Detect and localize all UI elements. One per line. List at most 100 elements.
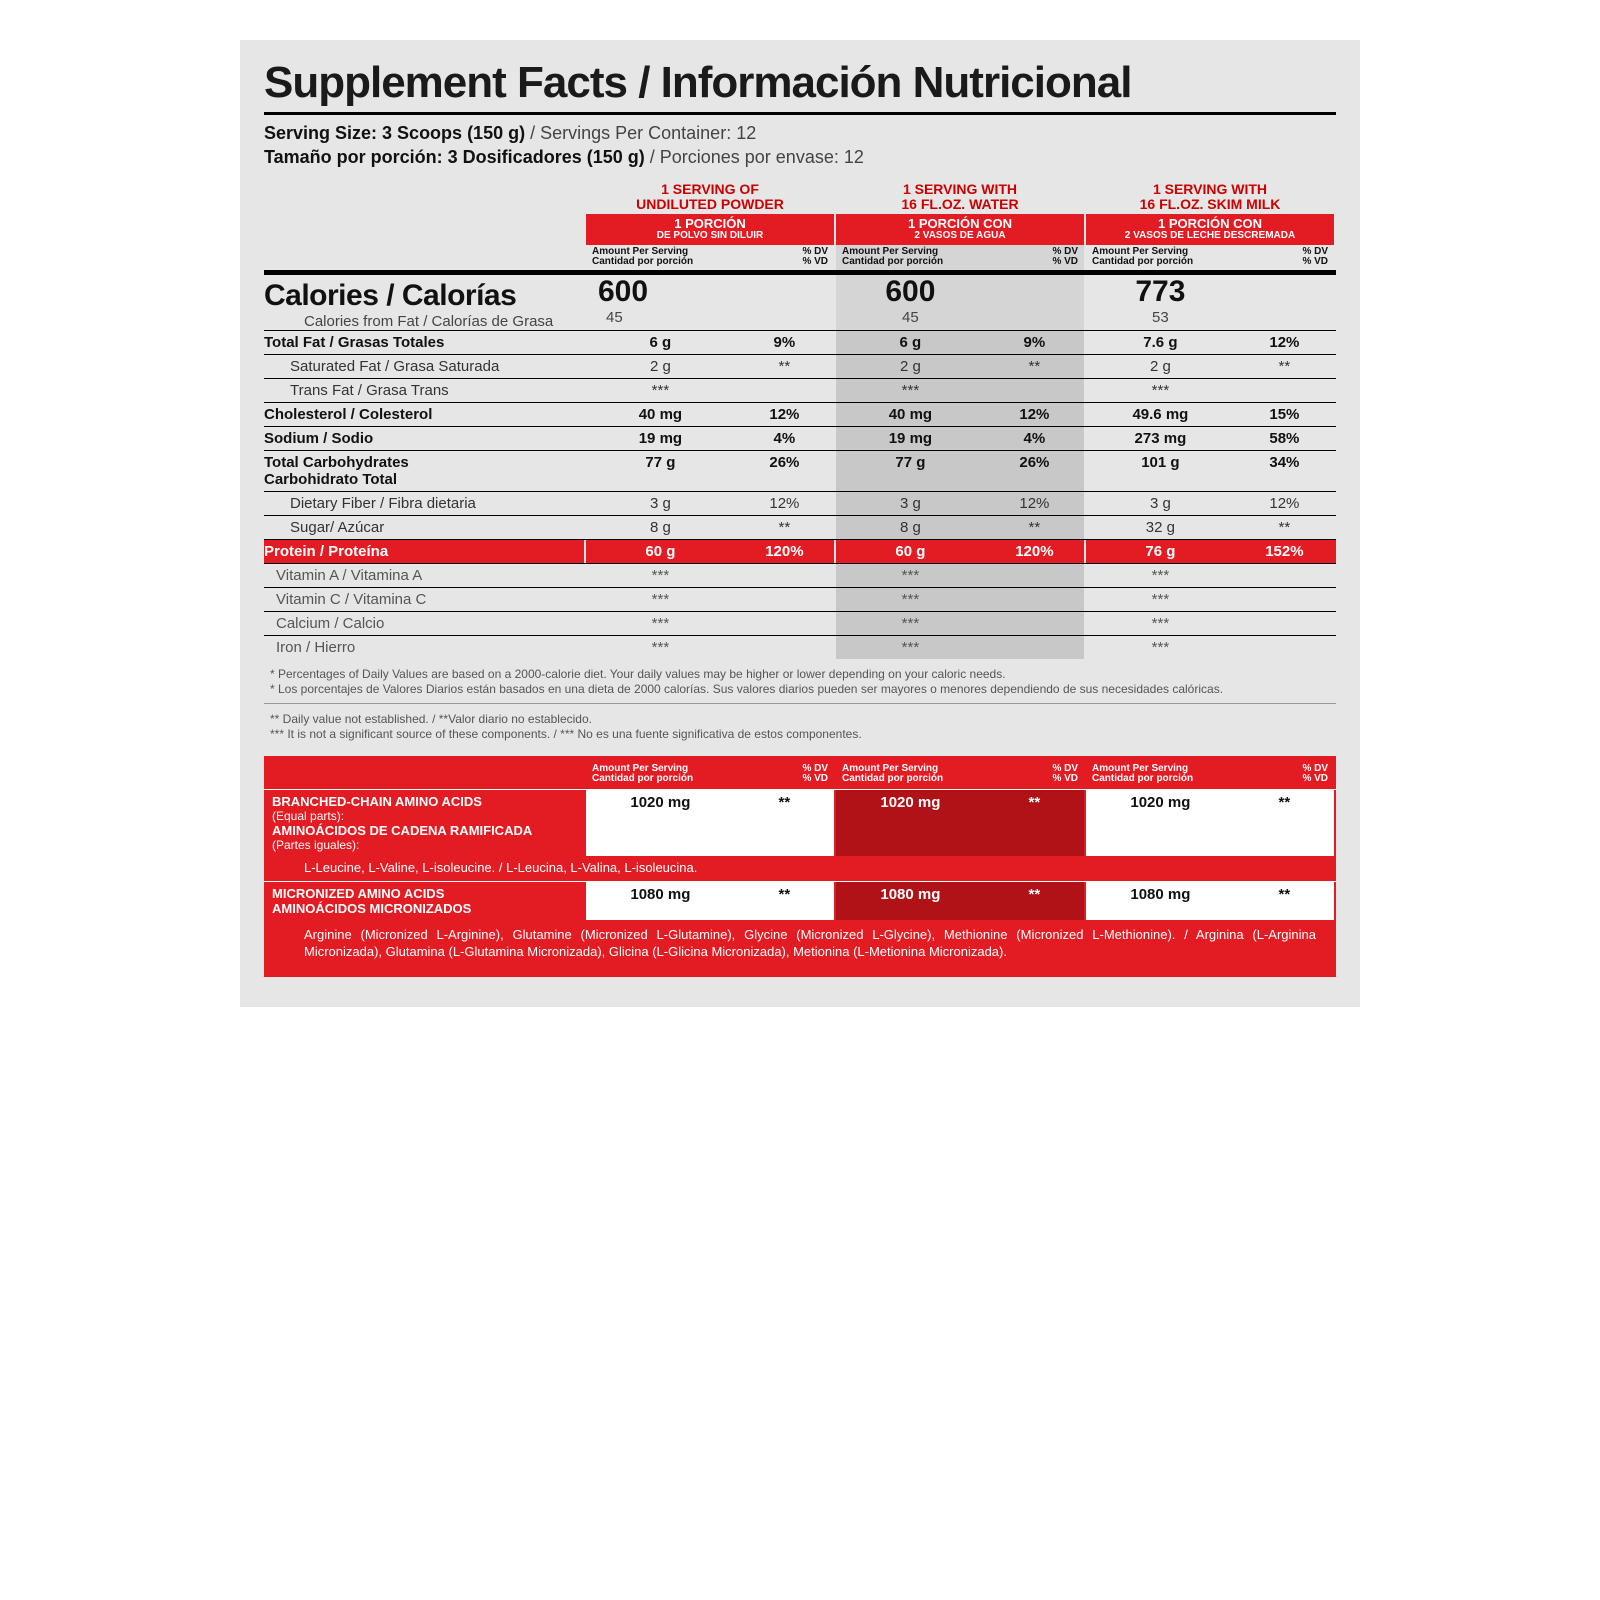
nutrient-amount: 60 g (836, 540, 985, 563)
nutrient-amount: 6 g (836, 331, 985, 354)
nutrient-dv (735, 612, 834, 635)
nutrient-dv (735, 588, 834, 611)
calories-val-0: 600 (586, 275, 735, 309)
nutrient-dv: 9% (985, 331, 1084, 354)
nutrient-dv: ** (1235, 355, 1334, 378)
nutrient-row: Total Carbohydrates Carbohidrato Total77… (264, 450, 1336, 491)
nutrient-amount: 2 g (836, 355, 985, 378)
nutrient-label: Total Fat / Grasas Totales (264, 331, 584, 354)
nutrient-label: Calcium / Calcio (264, 612, 584, 635)
nutrient-amount: *** (1086, 379, 1235, 402)
col-head-es-row: 1 PORCIÓNDE POLVO SIN DILUIR 1 PORCIÓN C… (264, 214, 1336, 244)
nutrient-amount: 3 g (586, 492, 735, 515)
nutrient-amount: 3 g (836, 492, 985, 515)
supplement-facts-panel: Supplement Facts / Información Nutricion… (240, 40, 1360, 1007)
nutrient-dv: 12% (985, 403, 1084, 426)
nutrient-dv (735, 636, 834, 659)
nutrient-dv: 12% (985, 492, 1084, 515)
amino-detail: Arginine (Micronized L-Arginine), Glutam… (264, 920, 1336, 963)
nutrient-amount: *** (1086, 636, 1235, 659)
nutrient-dv: 12% (735, 403, 834, 426)
nutrient-amount: 40 mg (836, 403, 985, 426)
col1-head-en: 1 SERVING WITH16 FL.OZ. WATER (836, 178, 1084, 215)
nutrient-row: Saturated Fat / Grasa Saturada2 g**2 g**… (264, 354, 1336, 378)
amino-col0-head: Amount Per Serving% DVCantidad por porci… (586, 756, 834, 789)
nutrient-dv: 12% (1235, 331, 1334, 354)
nutrient-amount: 77 g (836, 451, 985, 491)
col-subhead-row: Amount Per Serving% DVCantidad por porci… (264, 245, 1336, 270)
nutrient-amount: 49.6 mg (1086, 403, 1235, 426)
col0-head-en: 1 SERVING OFUNDILUTED POWDER (586, 178, 834, 215)
nutrient-dv: ** (985, 516, 1084, 539)
amino-amount: 1080 mg (586, 882, 735, 920)
nutrient-dv: ** (735, 355, 834, 378)
footnote-asterisks: ** Daily value not established. / **Valo… (264, 703, 1336, 742)
nutrient-dv: 120% (985, 540, 1084, 563)
calories-fat-val-2: 53 (1086, 309, 1235, 326)
panel-title: Supplement Facts / Información Nutricion… (264, 58, 1336, 115)
nutrient-amount: 8 g (836, 516, 985, 539)
nutrient-amount: 101 g (1086, 451, 1235, 491)
nutrient-dv (985, 379, 1084, 402)
nutrient-dv: 4% (985, 427, 1084, 450)
nutrient-dv: 4% (735, 427, 834, 450)
amino-col2-head: Amount Per Serving% DVCantidad por porci… (1086, 756, 1334, 789)
nutrient-row: Sodium / Sodio19 mg4%19 mg4%273 mg58% (264, 426, 1336, 450)
nutrient-amount: 273 mg (1086, 427, 1235, 450)
nutrient-dv (735, 379, 834, 402)
nutrient-amount: 3 g (1086, 492, 1235, 515)
nutrient-amount: 19 mg (836, 427, 985, 450)
facts-grid: 1 SERVING OFUNDILUTED POWDER 1 SERVING W… (264, 178, 1336, 659)
nutrient-label: Dietary Fiber / Fibra dietaria (264, 492, 584, 515)
calories-fat-val-1: 45 (836, 309, 985, 326)
nutrient-dv: 26% (735, 451, 834, 491)
calories-val-2: 773 (1086, 275, 1235, 309)
nutrient-dv (735, 564, 834, 587)
amino-dv: ** (985, 790, 1084, 856)
nutrient-label: Sugar/ Azúcar (264, 516, 584, 539)
nutrient-amount: 2 g (1086, 355, 1235, 378)
nutrient-label: Cholesterol / Colesterol (264, 403, 584, 426)
calories-fat-val-0: 45 (586, 309, 735, 326)
nutrient-label: Saturated Fat / Grasa Saturada (264, 355, 584, 378)
nutrient-label: Iron / Hierro (264, 636, 584, 659)
nutrient-amount: *** (1086, 588, 1235, 611)
nutrient-dv (1235, 564, 1334, 587)
nutrient-amount: *** (836, 564, 985, 587)
amino-amount: 1020 mg (586, 790, 735, 856)
nutrient-dv (1235, 588, 1334, 611)
nutrient-dv: 12% (735, 492, 834, 515)
nutrient-dv (985, 636, 1084, 659)
amino-dv: ** (1235, 882, 1334, 920)
nutrient-row: Trans Fat / Grasa Trans********* (264, 378, 1336, 402)
serving-en-bold: Serving Size: 3 Scoops (150 g) (264, 123, 525, 143)
nutrient-dv: 58% (1235, 427, 1334, 450)
nutrient-label: Protein / Proteína (264, 540, 584, 563)
nutrient-row: Vitamin A / Vitamina A********* (264, 563, 1336, 587)
nutrient-row: Iron / Hierro********* (264, 635, 1336, 659)
nutrient-amount: 77 g (586, 451, 735, 491)
nutrient-label: Total Carbohydrates Carbohidrato Total (264, 451, 584, 491)
nutrient-amount: *** (586, 564, 735, 587)
nutrient-label: Vitamin A / Vitamina A (264, 564, 584, 587)
nutrient-amount: 6 g (586, 331, 735, 354)
amino-amount: 1080 mg (836, 882, 985, 920)
nutrient-amount: *** (1086, 564, 1235, 587)
calories-label: Calories / Calorías (264, 279, 584, 313)
nutrient-dv: ** (985, 355, 1084, 378)
nutrient-amount: 76 g (1086, 540, 1235, 563)
col1-head-es: 1 PORCIÓN CON2 VASOS DE AGUA (836, 214, 1084, 244)
nutrient-amount: *** (586, 588, 735, 611)
serving-es-bold: Tamaño por porción: 3 Dosificadores (150… (264, 147, 645, 167)
footnote-dv: * Percentages of Daily Values are based … (264, 659, 1336, 697)
calories-val-1: 600 (836, 275, 985, 309)
nutrient-amount: *** (586, 379, 735, 402)
nutrient-amount: 8 g (586, 516, 735, 539)
col0-head-es: 1 PORCIÓNDE POLVO SIN DILUIR (586, 214, 834, 244)
nutrient-dv (985, 588, 1084, 611)
nutrient-row: Vitamin C / Vitamina C********* (264, 587, 1336, 611)
nutrient-amount: 7.6 g (1086, 331, 1235, 354)
nutrient-row: Cholesterol / Colesterol40 mg12%40 mg12%… (264, 402, 1336, 426)
amino-row: BRANCHED-CHAIN AMINO ACIDS(Equal parts):… (264, 789, 1336, 856)
nutrient-row: Sugar/ Azúcar8 g**8 g**32 g** (264, 515, 1336, 539)
